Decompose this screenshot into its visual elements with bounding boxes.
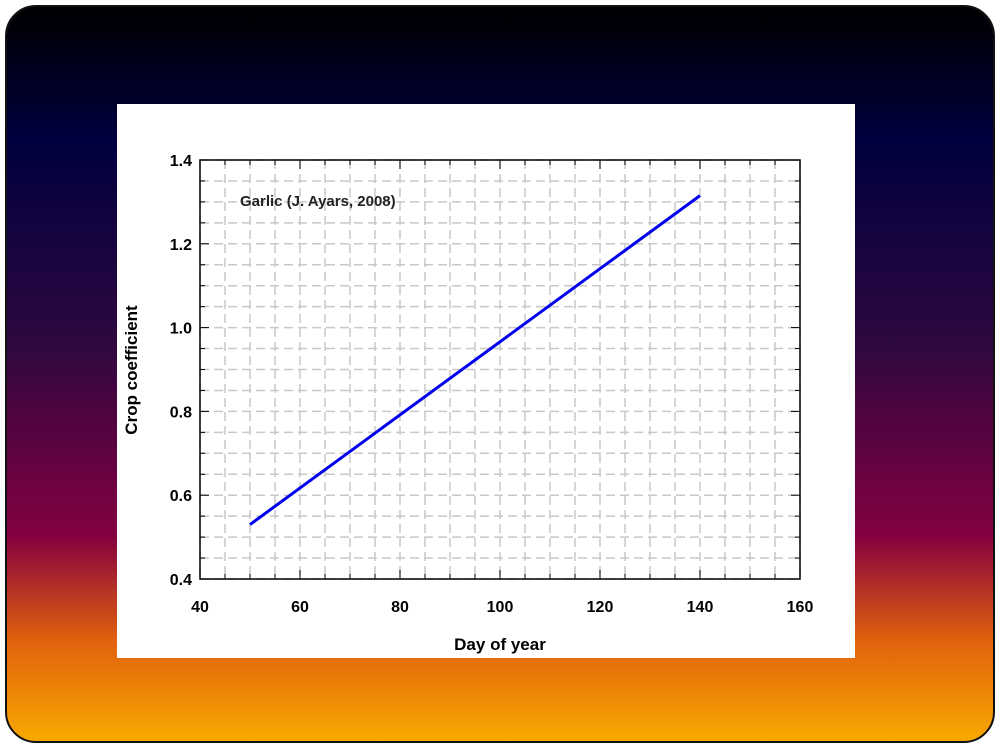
chart: Day of year Crop coefficient 40 60 80 100 12… (122, 153, 813, 654)
data-line (249, 194, 701, 526)
y-tick-label: 0.4 (170, 572, 192, 589)
x-tick-label: 160 (787, 599, 814, 616)
y-axis-label: Crop coefficient (122, 305, 141, 435)
y-tick-label: 1.4 (170, 153, 192, 170)
y-tick-label: 0.8 (170, 404, 192, 421)
y-tick-label: 0.6 (170, 488, 192, 505)
y-tick-label: 1.0 (170, 321, 192, 338)
x-tick-label: 100 (487, 599, 514, 616)
x-axis-label: Day of year (454, 635, 546, 654)
x-tick-label: 40 (191, 599, 209, 616)
x-tick-label: 60 (291, 599, 309, 616)
x-tick-label: 80 (391, 599, 409, 616)
y-tick-label: 1.2 (170, 237, 192, 254)
chart-panel (117, 104, 855, 658)
plot-frame (199, 159, 801, 580)
x-tick-label: 120 (587, 599, 614, 616)
x-tick-label: 140 (687, 599, 714, 616)
annotation: Garlic (J. Ayars, 2008) (240, 193, 396, 210)
